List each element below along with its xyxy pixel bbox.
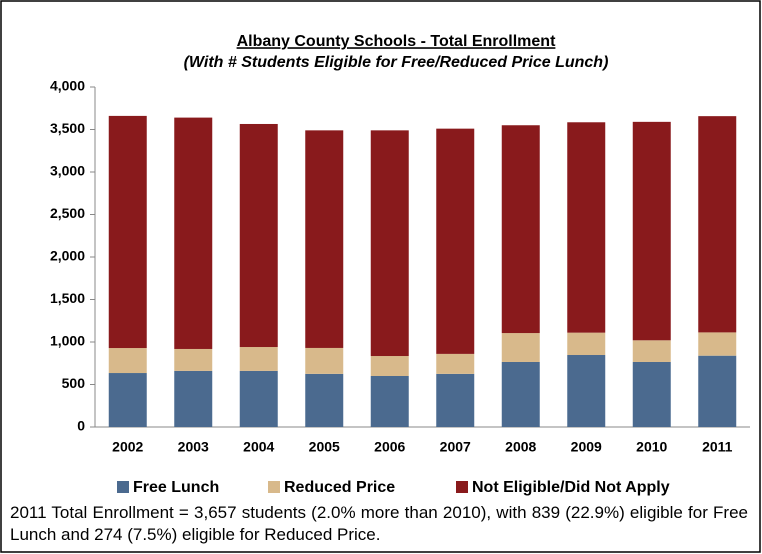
y-tick-label: 0 bbox=[77, 418, 85, 434]
y-tick-label: 500 bbox=[62, 375, 86, 391]
bar-segment bbox=[108, 348, 147, 374]
bar-segment bbox=[239, 370, 278, 427]
legend-swatch bbox=[117, 481, 129, 493]
y-tick-label: 1,000 bbox=[50, 333, 85, 349]
bar-segment bbox=[239, 347, 278, 371]
chart-subtitle: (With # Students Eligible for Free/Reduc… bbox=[184, 54, 609, 71]
annotation: 2011 Total Enrollment = 3,657 students (… bbox=[10, 503, 748, 544]
y-tick-label: 2,000 bbox=[50, 248, 85, 264]
bar-segment bbox=[436, 353, 475, 374]
bar-segment bbox=[698, 332, 737, 356]
bar-segment bbox=[567, 332, 606, 356]
x-tick-label: 2005 bbox=[309, 439, 340, 455]
y-tick-label: 1,500 bbox=[50, 290, 85, 306]
bar-segment bbox=[698, 355, 737, 427]
bar-segment bbox=[239, 123, 278, 348]
x-tick-label: 2002 bbox=[112, 439, 143, 455]
bar-segment bbox=[305, 347, 344, 374]
x-tick-label: 2010 bbox=[636, 439, 667, 455]
bar-segment bbox=[174, 348, 213, 371]
bar-segment bbox=[567, 355, 606, 427]
legend-swatch bbox=[268, 481, 280, 493]
bar-segment bbox=[501, 125, 540, 334]
bar-segment bbox=[567, 122, 606, 333]
bar-segment bbox=[698, 116, 737, 333]
y-tick-label: 2,500 bbox=[50, 205, 85, 221]
bar-segment bbox=[174, 370, 213, 427]
x-tick-label: 2006 bbox=[374, 439, 405, 455]
x-tick-label: 2004 bbox=[243, 439, 274, 455]
legend-label: Not Eligible/Did Not Apply bbox=[472, 479, 670, 496]
chart-title: Albany County Schools - Total Enrollment bbox=[237, 33, 557, 50]
bar-segment bbox=[632, 361, 671, 427]
legend-label: Reduced Price bbox=[284, 479, 395, 496]
x-tick-label: 2008 bbox=[505, 439, 536, 455]
bar-segment bbox=[305, 373, 344, 427]
bar-segment bbox=[174, 117, 213, 349]
bar-segment bbox=[436, 128, 475, 354]
legend-swatch bbox=[456, 481, 468, 493]
bar-segment bbox=[370, 356, 409, 376]
x-tick-label: 2003 bbox=[178, 439, 209, 455]
y-tick-label: 3,000 bbox=[50, 163, 85, 179]
bar-segment bbox=[632, 340, 671, 362]
bar-segment bbox=[501, 361, 540, 427]
bar-segment bbox=[108, 373, 147, 427]
bar-segment bbox=[370, 376, 409, 427]
x-tick-label: 2007 bbox=[440, 439, 471, 455]
bar-segment bbox=[305, 130, 344, 348]
bar-segment bbox=[632, 121, 671, 341]
bar-segment bbox=[370, 130, 409, 357]
legend-label: Free Lunch bbox=[133, 479, 219, 496]
x-tick-label: 2009 bbox=[571, 439, 602, 455]
y-tick-label: 4,000 bbox=[50, 78, 85, 94]
x-tick-label: 2011 bbox=[702, 439, 733, 455]
y-tick-label: 3,500 bbox=[50, 120, 85, 136]
bar-segment bbox=[436, 373, 475, 427]
bar-segment bbox=[108, 115, 147, 349]
bar-segment bbox=[501, 333, 540, 362]
